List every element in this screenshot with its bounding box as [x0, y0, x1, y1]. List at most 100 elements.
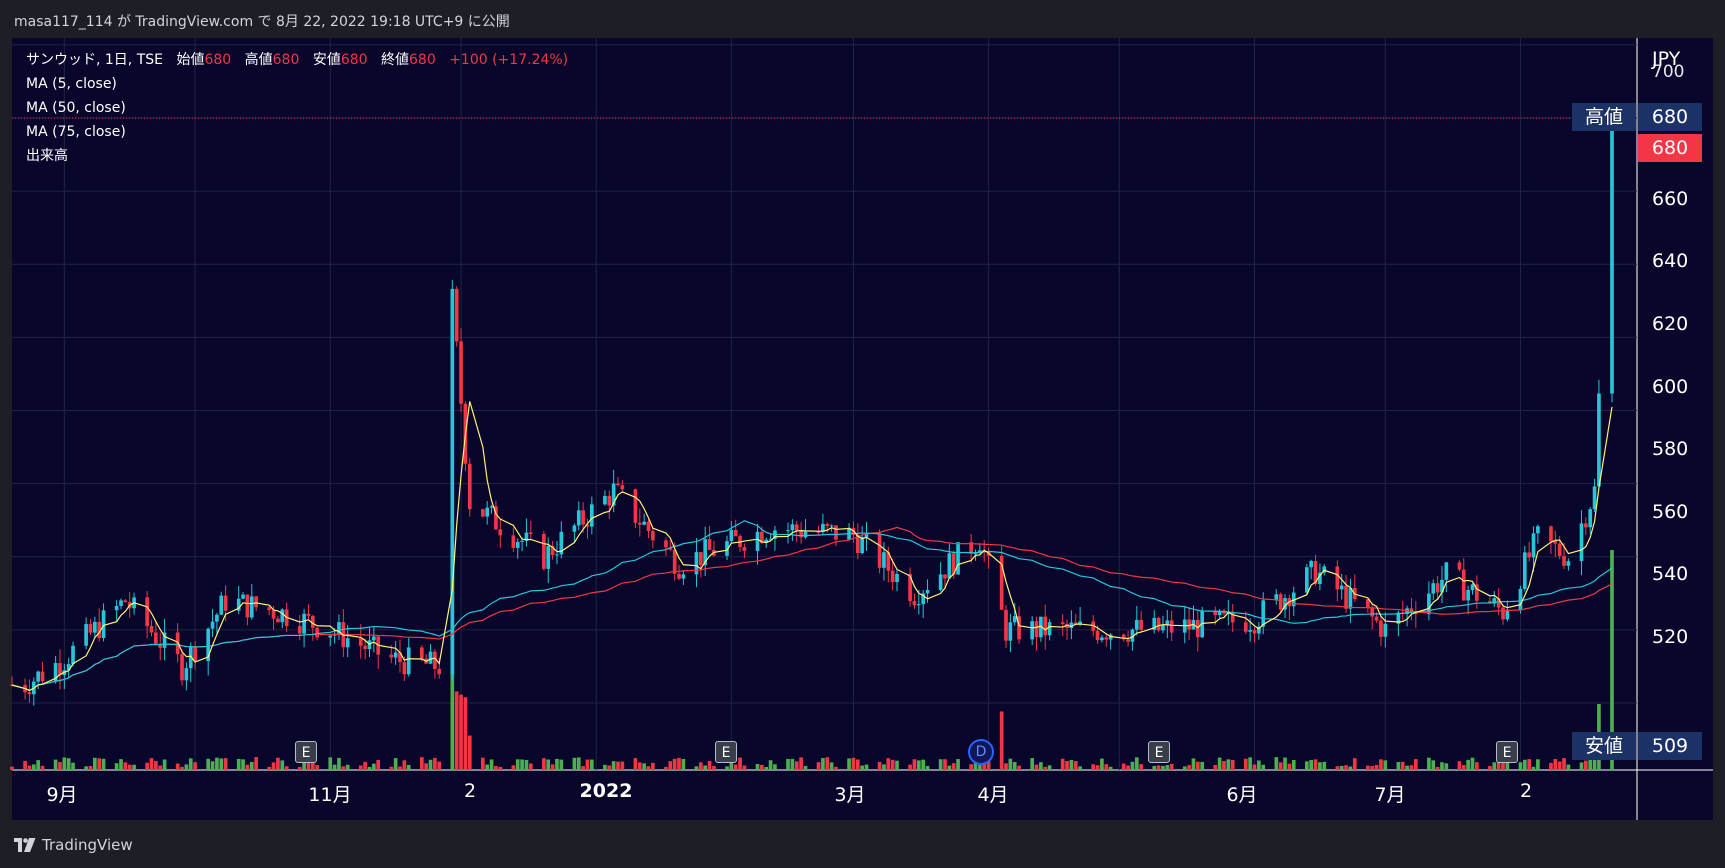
volume-bar — [66, 758, 71, 770]
legend-low-label: 安値 — [312, 52, 341, 68]
candle-body — [546, 546, 551, 569]
candle-body — [154, 632, 158, 644]
candle-body — [245, 594, 250, 618]
candle-body — [114, 605, 119, 611]
volume-bar — [1435, 766, 1440, 770]
volume-bar — [210, 761, 215, 770]
candle-body — [215, 614, 219, 622]
volume-bar — [284, 766, 289, 770]
candle-body — [1278, 594, 1283, 610]
candle-body — [790, 524, 795, 531]
candle-body — [768, 538, 773, 540]
candle-body — [1597, 393, 1601, 487]
candle-body — [956, 542, 960, 575]
volume-bar — [550, 764, 555, 770]
legend-volume[interactable]: 出来高 — [26, 148, 68, 164]
volume-bar — [271, 762, 276, 770]
candle-body — [829, 525, 834, 527]
y-tick-label: 580 — [1652, 438, 1689, 460]
earnings-marker[interactable]: E — [715, 741, 737, 763]
volume-bar — [1440, 762, 1444, 770]
candle-body — [786, 530, 790, 532]
legend-ma5[interactable]: MA (5, close) — [26, 76, 117, 92]
volume-bar — [651, 762, 655, 770]
candle-body — [1588, 509, 1593, 528]
candle-body — [337, 622, 341, 634]
dividend-marker[interactable]: D — [968, 739, 994, 765]
candle-body — [1004, 609, 1008, 641]
candle-body — [986, 551, 991, 556]
earnings-marker[interactable]: E — [295, 741, 317, 763]
volume-bar — [611, 761, 616, 770]
volume-bar — [1243, 758, 1248, 770]
candle-body — [1165, 620, 1170, 626]
legend-high-value: 680 — [272, 52, 300, 68]
top-bar: masa117_114 が TradingView.com で 8月 22, 2… — [0, 0, 1725, 38]
candle-body — [40, 671, 45, 682]
currency-label[interactable]: JPY — [1652, 48, 1681, 70]
volume-bar — [184, 764, 189, 770]
candle-body — [1161, 625, 1165, 631]
volume-bar — [1309, 760, 1314, 770]
candle-body — [1069, 622, 1074, 629]
candle-body — [542, 534, 546, 569]
candle-body — [576, 510, 581, 526]
candle-body — [555, 554, 559, 556]
volume-bar — [62, 757, 67, 770]
candle-body — [1104, 637, 1109, 640]
volume-bar — [10, 766, 14, 770]
candle-body — [999, 555, 1004, 610]
volume-bar — [581, 766, 585, 770]
candle-body — [1527, 552, 1531, 558]
volume-bar — [1278, 762, 1283, 770]
legend-ma75[interactable]: MA (75, close) — [26, 124, 126, 140]
bottom-bar — [0, 820, 1725, 868]
candle-body — [1065, 623, 1069, 629]
volume-bar — [1060, 758, 1065, 770]
candle-body — [1291, 592, 1296, 607]
volume-bar — [511, 765, 516, 770]
volume-bar — [1527, 759, 1531, 770]
volume-bar — [681, 758, 686, 770]
candle-body — [1584, 523, 1588, 528]
volume-bar — [829, 762, 834, 770]
candle-body — [707, 539, 712, 550]
candle-body — [729, 530, 734, 542]
candle-body — [951, 553, 956, 575]
candle-body — [668, 547, 673, 550]
tradingview-brand[interactable]: TradingView — [14, 836, 133, 854]
candle-body — [733, 530, 738, 537]
volume-bar — [1100, 758, 1104, 770]
candle-body — [101, 610, 106, 638]
volume-bar — [1078, 766, 1082, 770]
volume-bar — [1257, 760, 1261, 770]
volume-bar — [585, 759, 590, 770]
candle-body — [393, 652, 398, 658]
volume-bar — [1557, 761, 1562, 770]
candle-body — [210, 621, 215, 629]
earnings-marker[interactable]: E — [1496, 741, 1518, 763]
volume-bar — [1217, 757, 1222, 770]
candle-body — [1348, 588, 1353, 609]
brand-name: TradingView — [42, 836, 133, 854]
tradingview-logo-icon — [14, 838, 36, 852]
volume-bar — [280, 760, 285, 770]
candle-body — [206, 628, 211, 662]
volume-bar — [1566, 764, 1571, 770]
volume-bar — [642, 763, 646, 770]
legend-ma50[interactable]: MA (50, close) — [26, 100, 126, 116]
candle-body — [276, 618, 280, 623]
x-tick-label: 7月 — [1374, 784, 1406, 806]
volume-bar — [1339, 765, 1344, 770]
candle-body — [372, 636, 376, 641]
earnings-marker[interactable]: E — [1148, 741, 1170, 763]
candle-body — [1427, 593, 1431, 615]
candle-body — [254, 596, 258, 608]
volume-bar — [149, 758, 154, 770]
volume-bar — [555, 758, 559, 770]
candle-body — [511, 535, 516, 548]
volume-bar — [1409, 765, 1414, 770]
volume-bar — [637, 762, 642, 770]
candle-body — [1431, 583, 1436, 594]
volume-bar — [733, 764, 738, 770]
